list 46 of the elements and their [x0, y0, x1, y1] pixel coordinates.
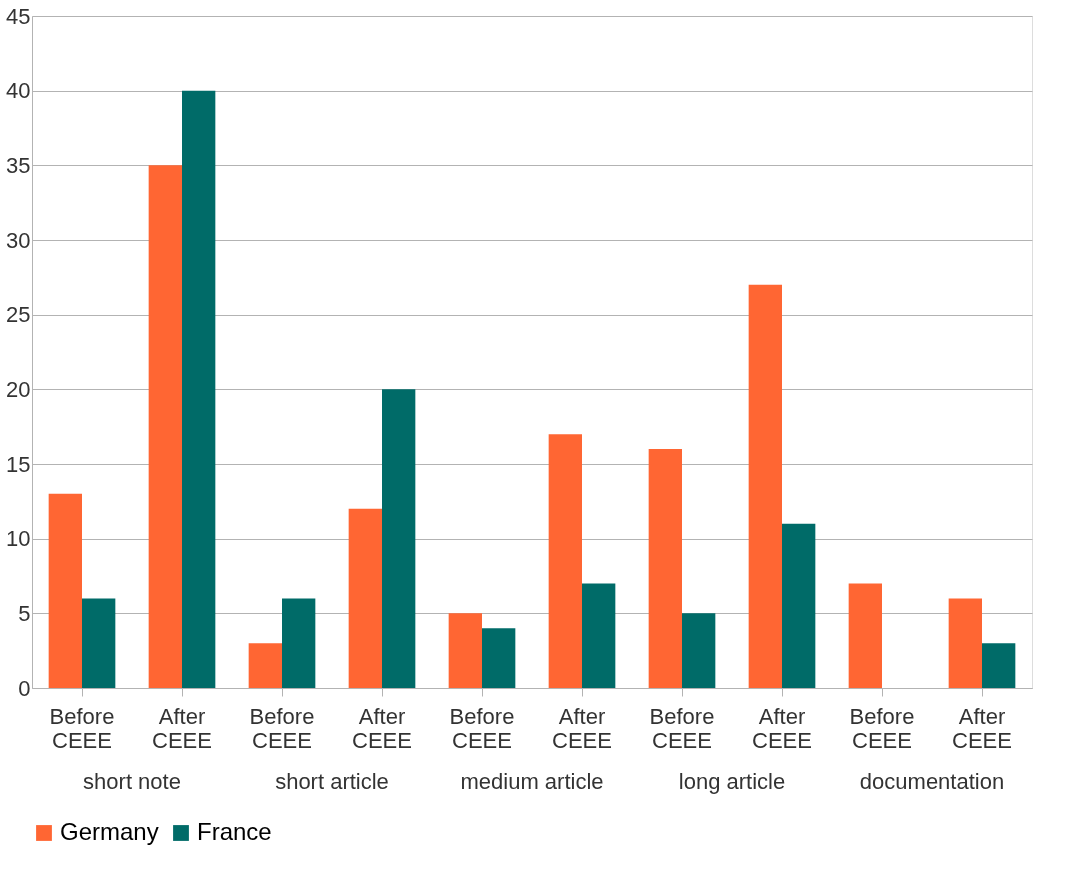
y-tick-label: 45	[6, 3, 31, 29]
x-tick-label: Before CEEE	[249, 703, 315, 753]
x-tick-label: After CEEE	[952, 703, 1012, 753]
bar	[748, 284, 782, 688]
text: long article	[678, 769, 786, 794]
bar	[848, 583, 882, 688]
y-tick-label: 0	[18, 675, 31, 701]
x-tick-label: After CEEE	[352, 703, 412, 753]
bar	[148, 165, 182, 688]
y-tick-label: 10	[6, 526, 31, 552]
y-tick-label: 40	[6, 78, 31, 104]
y-tick-label: 15	[6, 451, 31, 477]
text: short article	[275, 769, 389, 794]
bar	[948, 598, 982, 688]
y-tick-label: 25	[6, 302, 31, 328]
bar	[282, 598, 316, 688]
bar	[348, 508, 382, 688]
text: medium article	[460, 769, 604, 794]
x-tick-label: Before CEEE	[49, 703, 115, 753]
bar	[382, 389, 416, 688]
bar	[582, 583, 616, 688]
x-tick-label: After CEEE	[152, 703, 212, 753]
bar	[182, 90, 216, 688]
bar	[48, 493, 82, 688]
bar	[82, 598, 116, 688]
bar	[782, 523, 816, 688]
x-tick-label: After CEEE	[752, 703, 812, 753]
x-tick-label: Before CEEE	[649, 703, 715, 753]
bar	[482, 628, 516, 688]
x-tick-label: Before CEEE	[849, 703, 915, 753]
bar	[982, 643, 1016, 688]
y-tick-label: 5	[18, 600, 31, 626]
text: documentation	[859, 769, 1005, 794]
legend-label: Germany	[60, 818, 159, 845]
y-tick-label: 20	[6, 376, 31, 402]
x-tick-label: Before CEEE	[449, 703, 515, 753]
bar	[648, 449, 682, 688]
y-tick-label: 30	[6, 227, 31, 253]
bar	[548, 434, 582, 688]
y-tick-label: 35	[6, 152, 31, 178]
bar	[448, 613, 482, 688]
x-tick-label: After CEEE	[552, 703, 612, 753]
legend-label: France	[197, 818, 272, 845]
bar	[682, 613, 716, 688]
text: short note	[83, 769, 181, 794]
bar	[248, 643, 282, 688]
